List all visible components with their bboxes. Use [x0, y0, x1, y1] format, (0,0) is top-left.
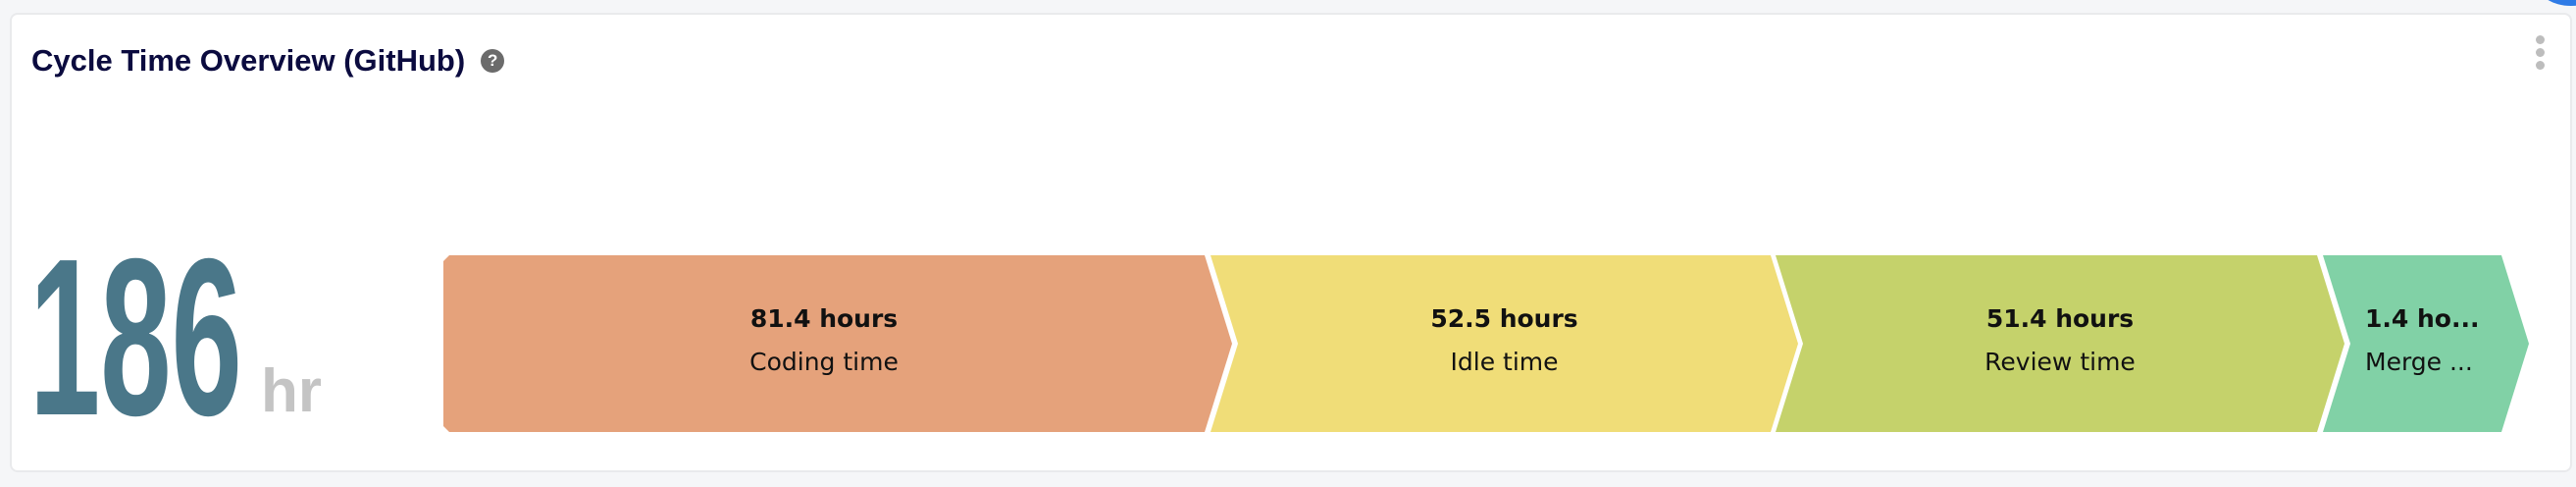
stage-label: Review time — [1984, 348, 2136, 376]
stage-chevron-coding[interactable] — [443, 255, 1232, 432]
stage-value: 51.4 hours — [1985, 304, 2135, 333]
stage-label: Merge ... — [2365, 348, 2473, 376]
total-cycle-time-unit: hr — [261, 357, 322, 425]
stage-chevron-idle[interactable] — [1211, 255, 1798, 432]
floating-action-button-edge[interactable] — [2537, 0, 2576, 6]
question-circle-icon[interactable]: ? — [481, 49, 505, 73]
stage-label: Coding time — [749, 348, 899, 376]
widget-header: Cycle Time Overview (GitHub) ? — [31, 41, 505, 81]
stage-merge[interactable]: 1.4 ho... Merge ... — [2365, 304, 2512, 377]
stage-idle[interactable]: 52.5 hours Idle time — [1238, 304, 1771, 377]
stage-coding[interactable]: 81.4 hours Coding time — [443, 304, 1205, 377]
stage-value: 1.4 ho... — [2365, 304, 2480, 333]
widget-title: Cycle Time Overview (GitHub) — [31, 43, 466, 78]
stage-value: 81.4 hours — [749, 304, 899, 333]
total-cycle-time-value: 186 — [29, 213, 242, 462]
stage-review[interactable]: 51.4 hours Review time — [1803, 304, 2317, 377]
stage-chevron-merge[interactable] — [2323, 255, 2529, 432]
stage-label: Idle time — [1450, 348, 1559, 376]
kebab-menu-icon[interactable] — [2531, 35, 2550, 75]
stage-chevron-review[interactable] — [1776, 255, 2344, 432]
stage-value: 52.5 hours — [1430, 304, 1578, 333]
